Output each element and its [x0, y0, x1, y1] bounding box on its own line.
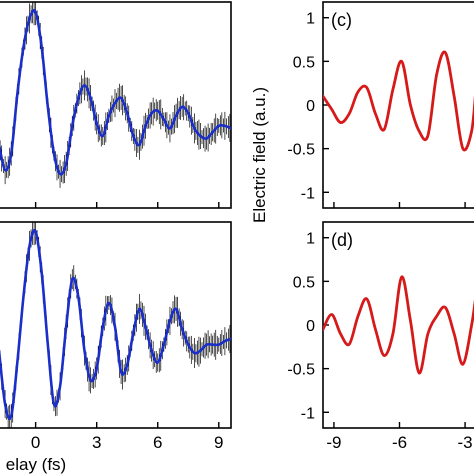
x-tick-label: 0	[31, 433, 40, 452]
x-tick-label: -6	[392, 433, 407, 452]
y-tick-label: 0.5	[293, 54, 315, 71]
axes-frame	[0, 1, 232, 209]
y-tick-label: 0	[306, 318, 315, 335]
y-tick-label: 1	[306, 11, 315, 28]
y-tick-label: -0.5	[287, 142, 315, 159]
y-tick-label: -1	[301, 405, 315, 422]
plot-area	[0, 222, 231, 428]
panel-label: (c)	[331, 10, 352, 30]
x-tick-label: 9	[214, 433, 223, 452]
x-tick-label: 6	[153, 433, 162, 452]
y-tick-label: 0.5	[293, 274, 315, 291]
plot-area	[323, 275, 474, 375]
axes-frame	[0, 221, 232, 429]
panel-top-left	[0, 1, 232, 209]
x-tick-label: -9	[326, 433, 341, 452]
shared-x-axis-label: elay (fs)	[6, 455, 66, 474]
y-tick-label: -0.5	[287, 362, 315, 379]
plot-area	[323, 50, 474, 152]
blue-trace-line	[0, 228, 231, 420]
red-field-line	[323, 50, 474, 152]
y-tick-label: 0	[306, 98, 315, 115]
y-tick-label: -1	[301, 185, 315, 202]
panel-top-right: -1 -0.5 0 0.5 1 (c)	[287, 1, 474, 209]
axes-frame	[322, 1, 474, 209]
panel-label: (d)	[331, 230, 353, 250]
y-tick-label: 1	[306, 231, 315, 248]
red-field-line	[323, 275, 474, 375]
x-tick-label: 3	[92, 433, 101, 452]
x-tick-label: -3	[458, 433, 473, 452]
panel-bottom-right: -9 -6 -3 -1 -0.5 0 0.5 1 (d)	[287, 221, 474, 452]
blue-trace-line	[0, 8, 231, 176]
shared-y-axis-label: Electric field (a.u.)	[250, 87, 269, 223]
panel-bottom-left: 0 3 6 9	[0, 221, 232, 452]
plot-area	[0, 2, 231, 188]
